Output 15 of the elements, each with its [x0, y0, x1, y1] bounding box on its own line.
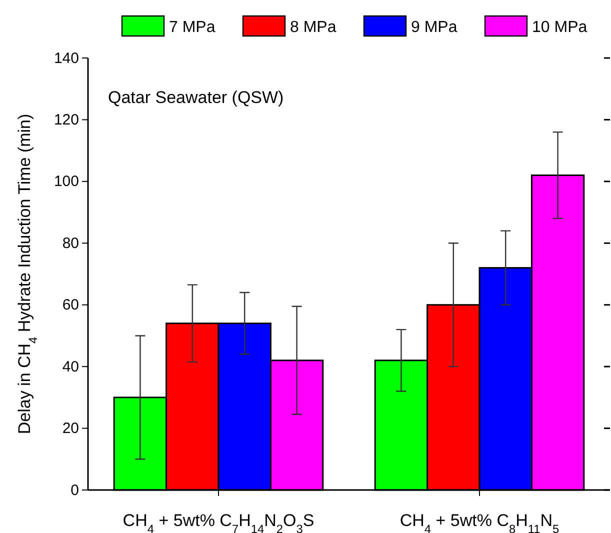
legend-label: 8 MPa	[290, 19, 336, 36]
annotation: Qatar Seawater (QSW)	[108, 88, 284, 107]
y-tick-label: 20	[62, 420, 79, 438]
y-tick-label: 100	[54, 173, 79, 190]
x-tick-label: CH$_{4}$ + 5wt% C$_{8}$H$_{11}$N$_{5}$	[400, 511, 560, 533]
y-tick-label: 60	[62, 296, 79, 314]
y-tick-label: 40	[62, 358, 79, 376]
legend-label: 10 MPa	[532, 19, 588, 36]
legend-label: 9 MPa	[411, 19, 458, 36]
legend-label: 7 MPa	[169, 19, 216, 36]
y-tick-label: 0	[70, 482, 79, 499]
y-tick-label: 120	[54, 112, 79, 129]
category-label: CH$_{4}$ + 5wt% C$_{7}$H$_{14}$N$_{2}$O$_{3}$S	[122, 511, 314, 533]
y-tick-label: 140	[54, 50, 79, 67]
y-tick-label: 80	[62, 234, 79, 252]
